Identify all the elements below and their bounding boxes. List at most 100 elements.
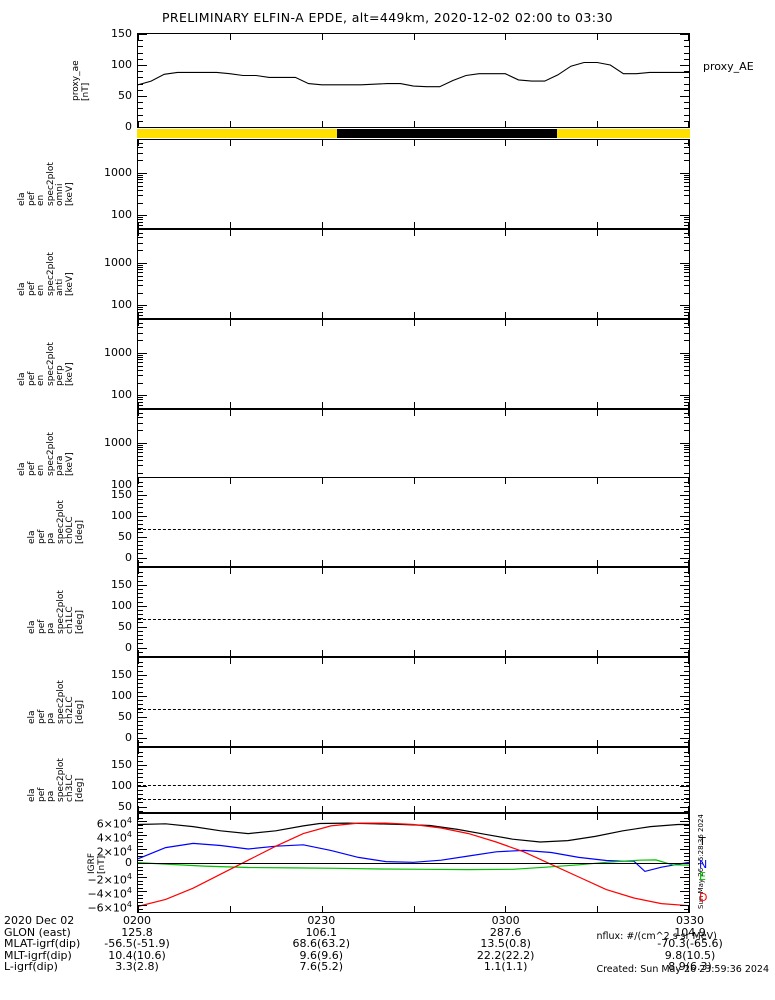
- x-axis-tick-value: 125.8: [121, 925, 153, 939]
- axis-tick: [684, 691, 689, 693]
- axis-tick: [321, 222, 323, 228]
- axis-tick: [684, 687, 689, 689]
- axis-tick: [138, 402, 139, 408]
- axis-tick: [413, 658, 415, 664]
- axis-tick: [138, 824, 143, 826]
- axis-tick: [684, 741, 689, 743]
- axis-tick: [138, 172, 147, 174]
- axis-tick: [138, 752, 143, 754]
- y-tick-label: 2×104: [96, 844, 132, 859]
- axis-tick: [688, 320, 689, 326]
- y-tick-label: 100: [111, 388, 132, 402]
- axis-tick: [138, 34, 147, 35]
- axis-tick: [138, 114, 143, 116]
- axis-tick: [138, 856, 143, 857]
- axis-tick: [684, 859, 689, 861]
- axis-tick: [138, 852, 143, 854]
- axis-tick: [505, 568, 507, 574]
- axis-tick: [138, 352, 147, 354]
- axis-tick: [684, 870, 689, 871]
- axis-tick: [138, 354, 143, 356]
- axis-tick: [505, 650, 507, 656]
- axis-tick: [138, 630, 143, 632]
- axis-tick: [505, 222, 507, 228]
- axis-tick: [684, 233, 689, 235]
- axis-tick: [684, 83, 689, 85]
- axis-tick: [138, 580, 143, 582]
- axis-tick: [138, 708, 143, 710]
- axis-tick: [597, 121, 599, 127]
- axis-tick: [138, 459, 143, 461]
- axis-tick: [138, 285, 143, 287]
- axis-tick: [138, 401, 143, 403]
- axis-tick: [684, 46, 689, 48]
- axis-tick: [138, 549, 143, 551]
- axis-tick: [684, 472, 689, 474]
- axis-tick: [684, 459, 689, 461]
- axis-tick: [138, 413, 143, 415]
- axis-tick: [229, 402, 231, 408]
- axis-tick: [684, 357, 689, 359]
- axis-tick: [138, 741, 143, 743]
- axis-tick: [138, 849, 147, 850]
- axis-tick: [138, 279, 143, 281]
- loss-cone-line: [138, 529, 689, 531]
- axis-tick: [138, 140, 139, 146]
- axis-tick: [680, 849, 689, 850]
- y-tick-label: 100: [111, 598, 132, 612]
- axis-tick: [138, 46, 143, 48]
- axis-tick: [684, 609, 689, 611]
- axis-tick: [505, 748, 507, 754]
- axis-tick: [684, 756, 689, 758]
- axis-tick: [138, 831, 143, 833]
- axis-tick: [138, 866, 143, 868]
- axis-tick: [680, 442, 689, 444]
- axis-tick: [138, 430, 143, 432]
- axis-tick: [138, 189, 143, 191]
- axis-tick: [138, 687, 143, 689]
- x-axis-tick-value: 9.8(10.5): [664, 948, 716, 962]
- axis-tick: [680, 494, 689, 496]
- axis-tick: [684, 635, 689, 637]
- axis-tick: [138, 465, 143, 467]
- axis-tick: [684, 179, 689, 181]
- axis-tick: [684, 77, 689, 79]
- axis-tick: [138, 275, 143, 277]
- axis-tick: [684, 147, 689, 149]
- axis-tick: [684, 375, 689, 377]
- axis-tick: [138, 323, 143, 325]
- axis-tick: [505, 478, 507, 484]
- axis-tick: [138, 635, 143, 637]
- axis-tick: [138, 740, 139, 746]
- y-tick-label: 0: [125, 730, 132, 744]
- axis-tick: [138, 482, 143, 484]
- axis-tick: [138, 838, 143, 840]
- axis-tick: [505, 320, 507, 326]
- axis-tick: [684, 817, 689, 819]
- axis-tick: [138, 845, 143, 847]
- axis-tick: [413, 650, 415, 656]
- axis-tick: [680, 262, 689, 264]
- x-axis-tick-value: 9.6(9.6): [299, 948, 344, 962]
- panel-igrf-plot: [138, 814, 689, 912]
- axis-tick: [413, 568, 415, 574]
- axis-tick: [684, 828, 689, 829]
- axis-tick: [684, 597, 689, 599]
- axis-tick: [138, 593, 143, 595]
- axis-tick: [688, 312, 689, 318]
- axis-tick: [138, 490, 143, 492]
- axis-tick: [321, 658, 323, 664]
- axis-tick: [505, 312, 507, 318]
- axis-tick: [138, 222, 139, 228]
- axis-tick: [138, 817, 143, 819]
- axis-tick: [229, 320, 231, 326]
- axis-tick: [138, 327, 143, 329]
- axis-tick: [321, 814, 323, 820]
- axis-tick: [684, 519, 689, 521]
- axis-tick: [321, 34, 323, 40]
- axis-tick: [684, 866, 689, 868]
- axis-tick: [138, 720, 143, 722]
- axis-tick: [684, 528, 689, 530]
- axis-tick: [684, 413, 689, 415]
- axis-tick: [684, 838, 689, 840]
